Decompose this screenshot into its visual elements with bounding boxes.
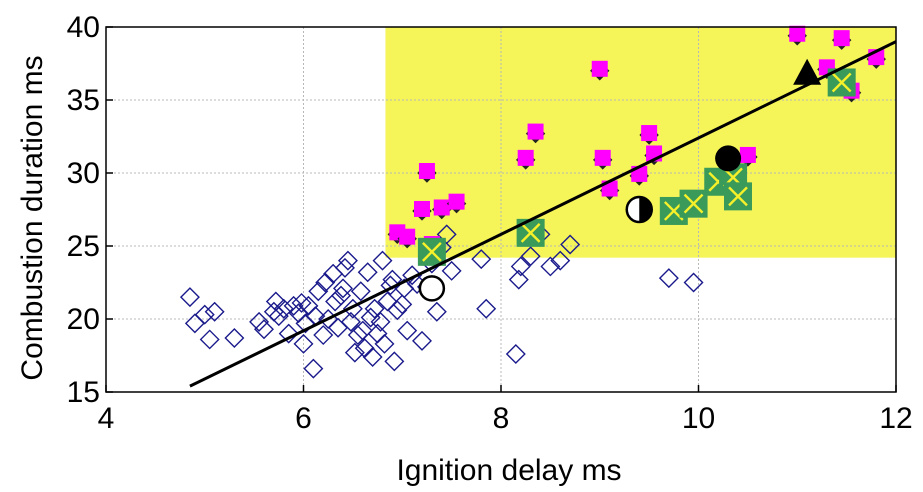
y-tick-label: 25	[67, 230, 100, 263]
magenta-square-point	[414, 200, 430, 217]
diamond-point	[334, 257, 355, 278]
x-tick-label: 8	[493, 402, 510, 435]
diamond-point	[550, 250, 571, 271]
diamond-point	[397, 320, 418, 341]
cross-mark	[520, 223, 541, 243]
cross-mark	[831, 72, 852, 93]
diamond-point	[308, 281, 329, 302]
magenta-square-point	[833, 30, 850, 47]
y-tick-label: 35	[67, 84, 100, 117]
diamond-point	[325, 291, 346, 312]
diamond-point	[224, 327, 245, 348]
diamond-point	[283, 295, 304, 316]
diamond-point	[268, 306, 289, 327]
cross-mark	[422, 241, 442, 262]
y-tick-label: 20	[67, 303, 100, 336]
diamond-point	[683, 272, 704, 293]
diamond-point	[360, 307, 381, 328]
diamond-point	[352, 320, 373, 341]
x-tick-labels: 4 6 8 10 12	[98, 402, 913, 435]
diamond-point	[350, 281, 371, 302]
diamond-point	[471, 249, 492, 270]
diamond-point	[291, 292, 312, 313]
diamond-point	[508, 269, 529, 290]
magenta-square-point	[517, 149, 534, 166]
diamond-point	[340, 311, 361, 332]
diamond-point	[412, 330, 432, 351]
magenta-square-point	[641, 125, 658, 142]
diamond-point	[402, 265, 423, 286]
magenta-square-point	[591, 60, 608, 77]
diamond-point	[293, 333, 314, 354]
diamond-point	[362, 346, 383, 367]
y-axis-title: Combustion duration ms	[16, 55, 49, 380]
diamond-point	[510, 256, 531, 277]
diamond-point	[476, 298, 497, 319]
diamond-point	[273, 298, 294, 319]
x-tick-label: 4	[98, 402, 115, 435]
diamond-point	[658, 268, 679, 289]
x-tick-label: 12	[879, 402, 912, 435]
magenta-square-point	[448, 193, 465, 210]
diamond-point	[505, 344, 526, 365]
data-points	[179, 25, 886, 379]
diamond-point	[204, 301, 225, 322]
plot-frame	[105, 26, 897, 393]
diamond-point	[364, 298, 385, 319]
diamond-point	[342, 298, 363, 319]
half-circle-fill	[639, 197, 652, 222]
x-axis-title: Ignition delay ms	[396, 454, 621, 487]
filled-circle-point	[715, 145, 742, 172]
filled-triangle-point	[793, 58, 822, 85]
diamond-point	[380, 275, 401, 296]
diamond-point	[357, 262, 378, 283]
diamond-point	[436, 224, 457, 245]
magenta-square-point	[739, 146, 756, 163]
diamond-point	[392, 294, 413, 315]
diamond-point	[426, 301, 447, 322]
fit-line-group	[189, 40, 897, 388]
diamond-point	[344, 342, 365, 363]
diamond-point	[560, 234, 581, 255]
cross-mark	[728, 186, 748, 207]
y-tick-label: 15	[67, 376, 100, 409]
diamond-point	[337, 250, 358, 271]
magenta-square-point	[527, 123, 544, 140]
diamond-point	[303, 358, 324, 379]
diamond-point	[333, 278, 353, 299]
magenta-square-point	[399, 228, 416, 245]
magenta-square-point	[594, 149, 611, 166]
diamond-point	[194, 304, 215, 325]
diamond-point	[278, 323, 299, 344]
open-circle-point	[418, 275, 446, 302]
diamond-point	[199, 329, 220, 350]
diamond-point	[179, 287, 200, 308]
diamond-point	[315, 272, 336, 293]
x-tick-label: 6	[295, 402, 312, 435]
magenta-square-point	[433, 199, 450, 216]
diamond-point	[370, 311, 391, 332]
magenta-square-point	[418, 163, 435, 179]
diamond-point	[372, 250, 393, 271]
diamond-point	[441, 260, 462, 281]
diamond-point	[249, 311, 270, 332]
magenta-square-point	[789, 25, 806, 42]
diamond-point	[254, 319, 274, 340]
diamond-point	[347, 325, 368, 346]
diamond-point	[377, 291, 398, 312]
diamond-point	[313, 325, 334, 346]
diamond-point	[384, 351, 405, 372]
diamond-point	[520, 246, 541, 267]
diamond-point	[374, 333, 395, 354]
diamond-point	[540, 256, 561, 277]
x-tick-label: 10	[682, 402, 715, 435]
diamond-point	[387, 300, 408, 321]
y-tick-label: 30	[67, 157, 100, 190]
y-tick-label: 40	[67, 11, 100, 44]
fit-line	[189, 40, 897, 388]
cross-mark	[683, 193, 704, 214]
y-tick-labels: 15 20 25 30 35 40	[67, 11, 100, 409]
